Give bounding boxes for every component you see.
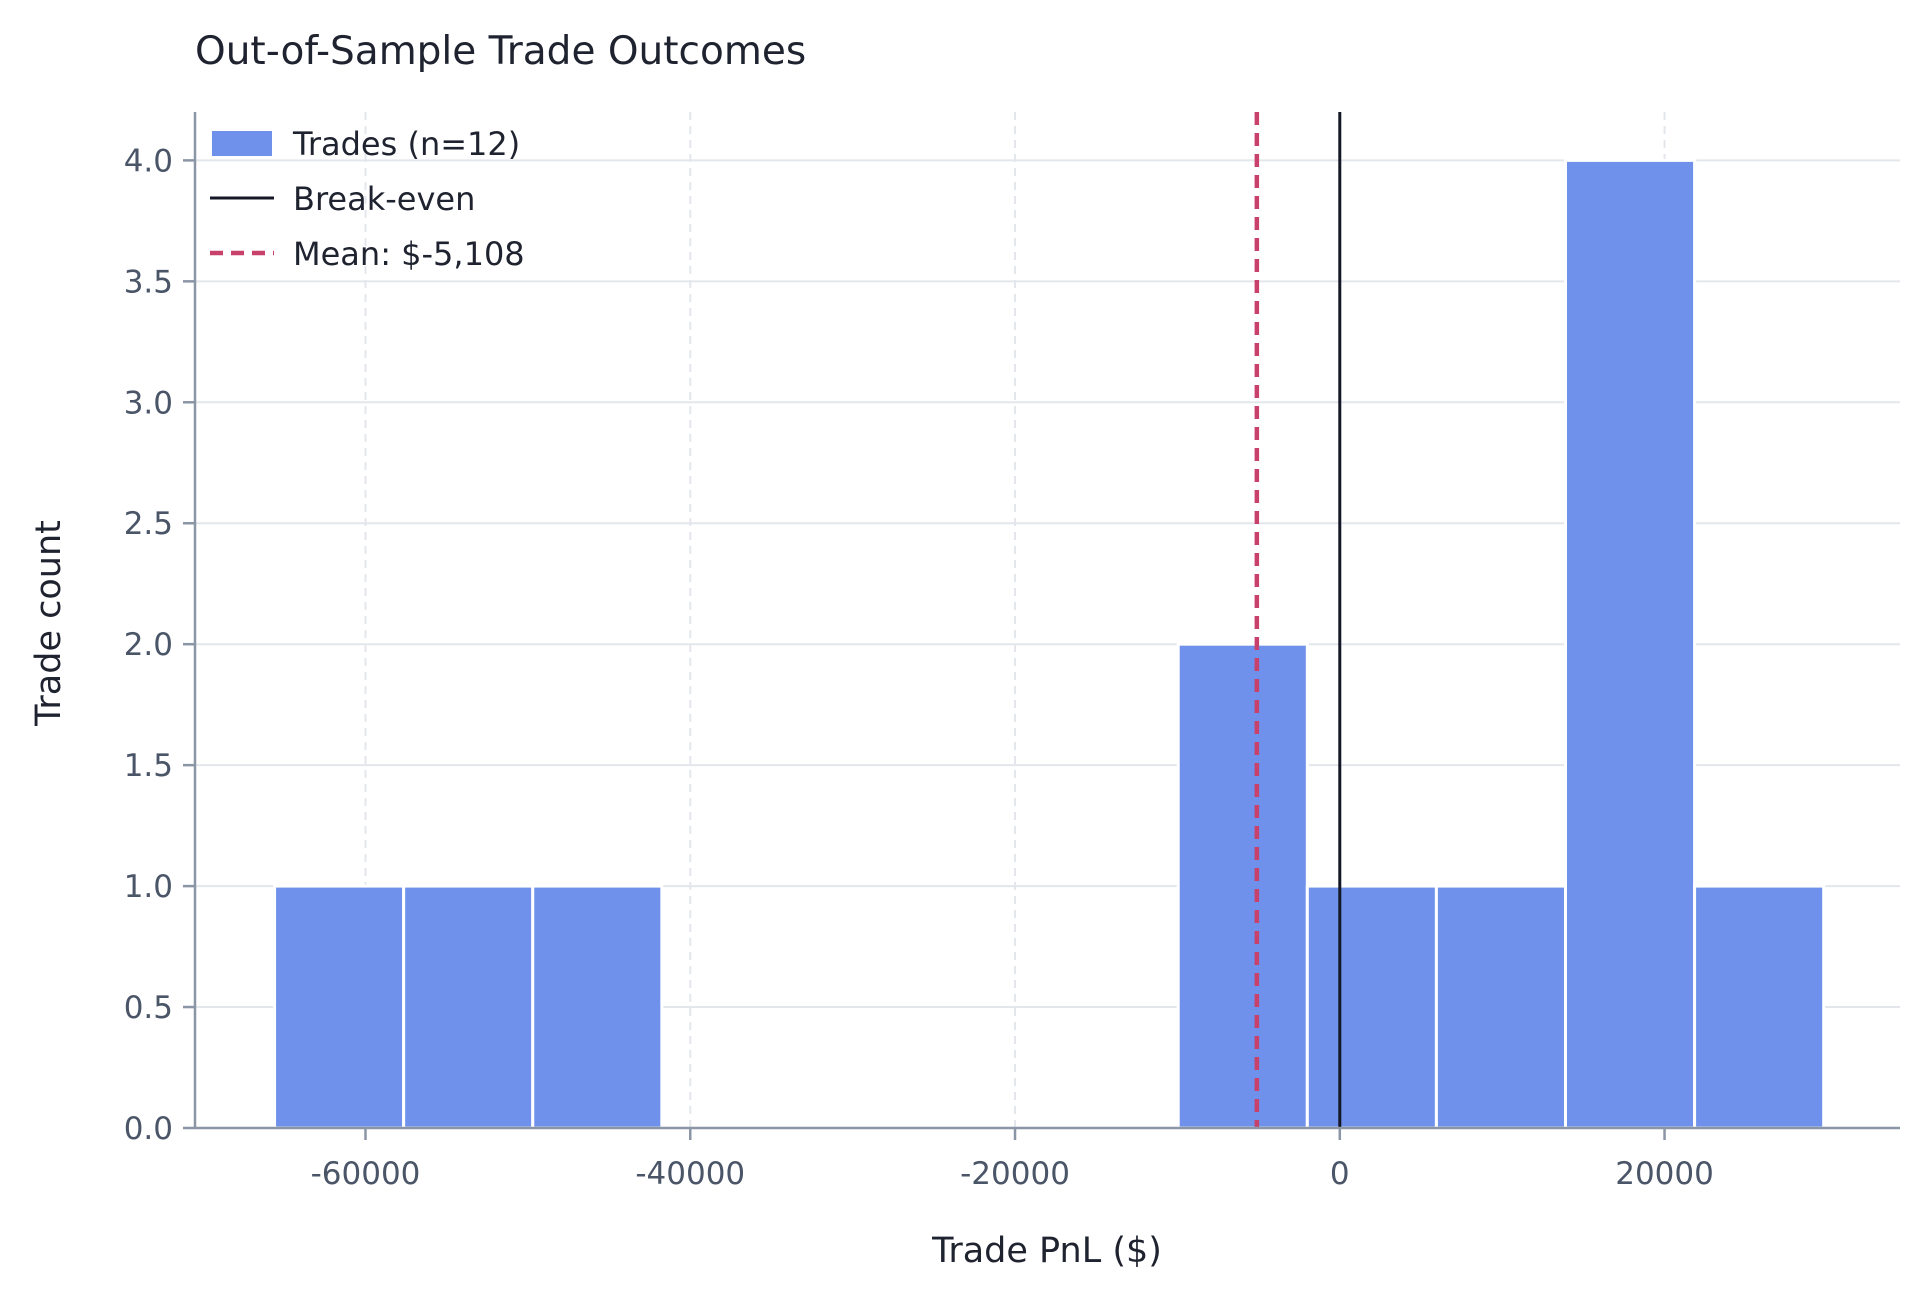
histogram-bars [273,158,1826,1130]
legend-label-mean: Mean: $-5,108 [293,235,525,273]
legend-swatch-trades [212,131,272,156]
legend: Trades (n=12) Break-even Mean: $-5,108 [210,125,525,273]
x-tick-label: -60000 [311,1156,421,1192]
histogram-bar [402,884,535,1130]
y-tick-label: 4.0 [124,143,173,179]
x-tick-label: -40000 [635,1156,745,1192]
histogram-bar [1563,158,1697,1130]
histogram-bar [1176,642,1309,1130]
axes [183,112,1900,1140]
y-tick-label: 3.0 [124,385,173,421]
legend-label-trades: Trades (n=12) [292,125,520,163]
histogram-bar [1305,884,1438,1130]
y-tick-label: 0.0 [124,1111,173,1147]
y-tick-label: 3.5 [124,264,173,300]
legend-label-break-even: Break-even [293,180,475,218]
x-tick-label: 20000 [1615,1156,1714,1192]
y-tick-label: 2.0 [124,627,173,663]
tick-labels: 0.0 0.5 1.0 1.5 2.0 2.5 3.0 3.5 4.0 -60000 -40000 -… [124,143,1714,1192]
histogram-bar [1693,884,1826,1130]
histogram-bar [273,884,406,1130]
y-tick-label: 1.0 [124,869,173,905]
chart-title: Out-of-Sample Trade Outcomes [195,29,806,74]
y-tick-label: 2.5 [124,506,173,542]
histogram-bar [1434,884,1567,1130]
x-tick-label: 0 [1330,1156,1350,1192]
x-axis-label: Trade PnL ($) [931,1231,1162,1271]
histogram-bar [531,884,664,1130]
reference-lines [1254,112,1342,1128]
y-tick-label: 1.5 [124,748,173,784]
y-tick-label: 0.5 [124,990,173,1026]
y-axis-label: Trade count [29,520,69,727]
x-tick-label: -20000 [960,1156,1070,1192]
